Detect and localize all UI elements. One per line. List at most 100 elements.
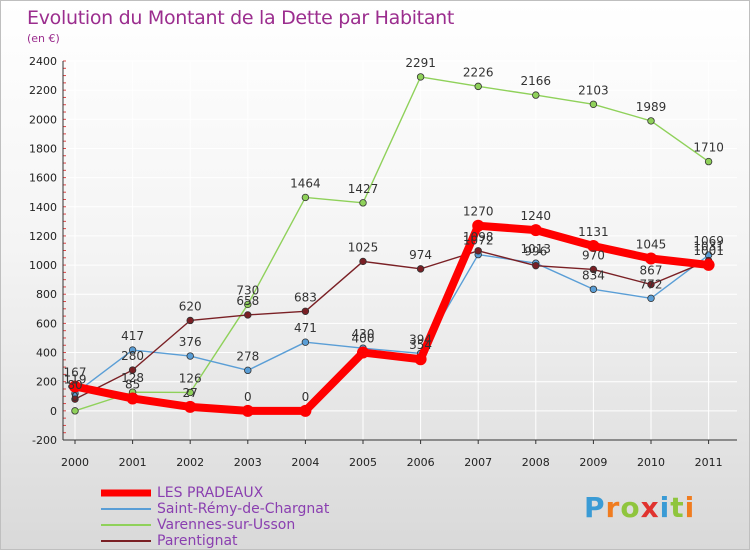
data-label: 430 <box>352 327 375 341</box>
data-point <box>647 117 655 125</box>
x-tick-label: 2008 <box>522 456 550 469</box>
data-point <box>647 280 655 289</box>
data-label: 354 <box>409 338 432 352</box>
x-tick-label: 2002 <box>176 456 204 469</box>
data-point <box>301 338 310 346</box>
data-label: 1710 <box>693 141 724 155</box>
data-label: 394 <box>409 332 432 346</box>
x-tick-label: 2000 <box>61 456 89 469</box>
y-tick-label: 1000 <box>29 259 57 272</box>
legend-label: Varennes-sur-Usson <box>157 517 296 533</box>
data-label: 2291 <box>405 56 436 70</box>
data-label: 1013 <box>521 242 552 256</box>
data-label: 1464 <box>290 176 321 190</box>
series-line <box>71 221 713 415</box>
data-point <box>359 257 367 266</box>
x-tick-label: 2003 <box>234 456 262 469</box>
data-label: 730 <box>236 283 259 297</box>
data-point <box>128 346 137 354</box>
x-tick-label: 2010 <box>637 456 665 469</box>
data-label: 471 <box>294 321 317 335</box>
logo-letter: t <box>670 491 685 524</box>
unit-label: (en €) <box>27 32 60 45</box>
series-line <box>74 253 710 395</box>
data-label: 2103 <box>578 83 609 97</box>
x-tick-label: 2009 <box>579 456 607 469</box>
y-tick-label: 800 <box>36 288 57 301</box>
x-tick-label: 2004 <box>291 456 319 469</box>
data-label: 128 <box>121 371 144 385</box>
legend-label: Parentignat <box>157 533 238 549</box>
data-point <box>589 285 598 293</box>
data-point <box>359 199 367 207</box>
y-tick-label: 1600 <box>29 172 57 185</box>
data-point <box>299 404 312 417</box>
data-label: 2166 <box>521 74 552 88</box>
y-tick-label: 2400 <box>29 55 57 68</box>
series-line <box>74 250 710 400</box>
data-point <box>416 265 425 273</box>
data-point <box>126 392 139 405</box>
legend-item-saint-remy: Saint-Rémy-de-Chargnat <box>101 501 329 517</box>
data-point <box>71 395 79 403</box>
data-label: 772 <box>640 277 663 291</box>
data-point <box>357 346 369 359</box>
legend: LES PRADEAUX Saint-Rémy-de-Chargnat Vare… <box>101 485 329 549</box>
data-label: 1427 <box>348 182 379 196</box>
y-tick-label: 2200 <box>29 84 57 97</box>
data-point <box>474 247 482 255</box>
data-label: 1989 <box>636 100 667 114</box>
y-tick-label: 0 <box>50 405 57 418</box>
data-label: 1270 <box>463 205 494 219</box>
y-tick-label: 2000 <box>29 113 57 126</box>
data-point <box>301 193 310 202</box>
data-label: 278 <box>236 349 259 363</box>
data-label: 683 <box>294 290 317 304</box>
data-point <box>587 239 600 252</box>
legend-swatch <box>101 524 151 526</box>
data-point <box>589 100 598 108</box>
data-label: 0 <box>244 390 252 404</box>
data-point <box>186 352 194 360</box>
data-label: 620 <box>179 299 202 313</box>
data-label: 1069 <box>693 234 724 248</box>
data-label: 85 <box>125 377 140 391</box>
data-label: 400 <box>352 332 375 346</box>
legend-item-les-pradeaux: LES PRADEAUX <box>101 485 329 501</box>
logo-letter: o <box>620 491 641 524</box>
y-tick-label: 1400 <box>29 201 57 214</box>
data-label: 119 <box>64 372 87 386</box>
x-tick-label: 2005 <box>349 456 377 469</box>
y-tick-label: -200 <box>32 434 57 447</box>
data-label: 1045 <box>636 238 667 252</box>
logo-letter: x <box>640 491 660 524</box>
series-line <box>74 76 710 412</box>
data-label: 0 <box>71 390 79 404</box>
data-point <box>472 219 485 232</box>
data-label: 1031 <box>693 240 724 254</box>
data-label: 376 <box>179 335 202 349</box>
data-label: 126 <box>179 371 202 385</box>
data-label: 417 <box>121 329 144 343</box>
data-label: 27 <box>183 386 198 400</box>
data-point <box>186 316 194 325</box>
data-label: 996 <box>524 245 547 259</box>
data-point <box>702 258 715 271</box>
logo-letter: r <box>605 491 621 524</box>
y-tick-label: 200 <box>36 376 57 389</box>
data-point <box>532 261 540 270</box>
data-point <box>704 157 713 166</box>
data-label: 1025 <box>348 240 379 254</box>
data-label: 1131 <box>578 225 609 239</box>
legend-label: LES PRADEAUX <box>157 485 264 501</box>
data-point <box>532 91 540 99</box>
legend-item-parentignat: Parentignat <box>101 533 329 549</box>
data-point <box>186 388 194 397</box>
data-label: 1098 <box>463 230 494 244</box>
data-label: 974 <box>409 248 432 262</box>
data-label: 867 <box>640 263 663 277</box>
data-point <box>244 311 252 319</box>
legend-swatch <box>101 540 151 542</box>
